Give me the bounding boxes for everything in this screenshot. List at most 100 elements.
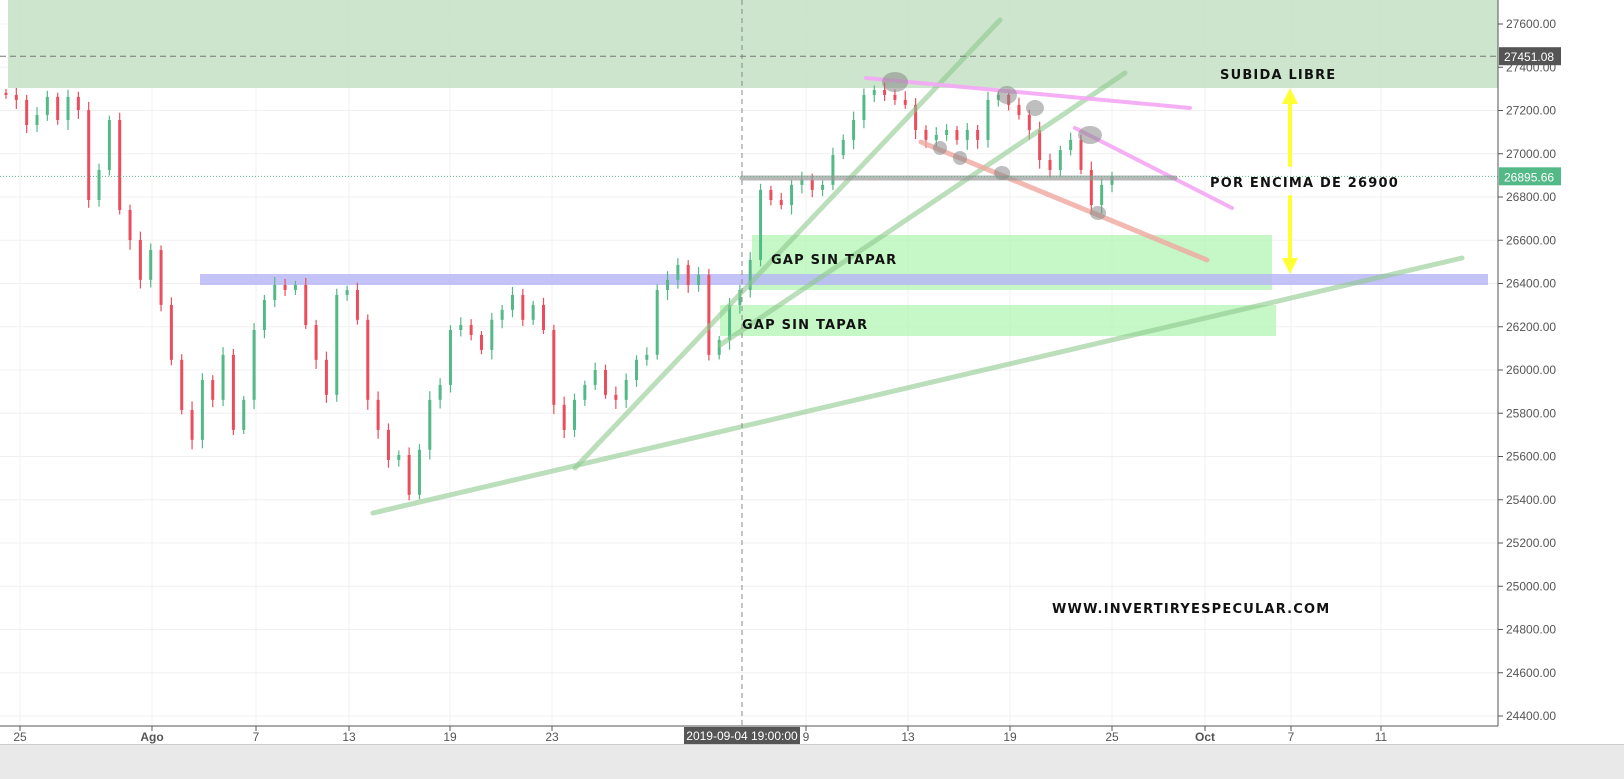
bottom-toolbar xyxy=(0,744,1624,779)
drawings xyxy=(0,0,1498,726)
candle-body xyxy=(810,179,814,190)
candle-body xyxy=(1089,169,1093,206)
candle-body xyxy=(438,384,442,400)
x-tick-label: 11 xyxy=(1375,730,1388,744)
candle-body xyxy=(1048,160,1052,170)
candle-body xyxy=(986,99,990,140)
candle-body xyxy=(252,329,256,400)
candle-body xyxy=(862,94,866,121)
candle-body xyxy=(273,285,277,300)
x-tick-label: 13 xyxy=(342,730,356,744)
candle-body xyxy=(1069,139,1073,151)
price-axis: 24400.00 24600.00 24800.00 25000.00 25200.00… xyxy=(1497,0,1561,726)
candle-body xyxy=(1079,139,1083,170)
candle-body xyxy=(231,354,235,430)
y-tick-label: 26400.00 xyxy=(1506,277,1556,291)
candle-body xyxy=(242,399,246,430)
candle-body xyxy=(614,394,618,400)
candle-body xyxy=(955,129,959,140)
candle-body xyxy=(666,279,670,290)
arrow-up-head xyxy=(1282,88,1298,104)
candle-body xyxy=(1017,104,1021,116)
candle-body xyxy=(831,155,835,185)
last-price-label: 26895.66 xyxy=(1504,170,1554,184)
candle-body xyxy=(262,299,266,330)
candle-body xyxy=(604,370,608,395)
candle-body xyxy=(934,134,938,140)
y-tick-label: 24400.00 xyxy=(1506,709,1556,723)
candle-body xyxy=(407,454,411,495)
candle-body xyxy=(593,370,597,385)
highlight-ellipse xyxy=(994,166,1010,180)
candle-body xyxy=(221,354,225,400)
candle-body xyxy=(562,404,566,430)
candle-body xyxy=(510,294,514,310)
trendline xyxy=(717,70,1128,348)
candle-body xyxy=(355,289,359,320)
candle-body xyxy=(56,96,60,121)
candle-body xyxy=(624,379,628,400)
candle-body xyxy=(717,339,721,355)
candle-body xyxy=(852,120,856,140)
time-axis: 25 Ago 7 13 19 23 9 13 19 25 Oct 7 11 2019-09-04 19:0… xyxy=(0,725,1498,744)
y-tick-label: 24600.00 xyxy=(1506,666,1556,680)
crosshair-time-label-bg xyxy=(684,727,800,744)
candle-body xyxy=(945,129,949,135)
candle-body xyxy=(180,359,184,411)
candle-body xyxy=(645,354,649,360)
resistance-zone xyxy=(8,0,1498,88)
candle-body xyxy=(759,189,763,260)
candle-body xyxy=(159,249,163,305)
highlight-ellipse xyxy=(1026,100,1044,116)
y-tick-label: 26800.00 xyxy=(1506,190,1556,204)
candle-body xyxy=(66,96,70,121)
candle-body xyxy=(324,359,328,395)
grid xyxy=(0,0,1498,726)
candle-body xyxy=(25,99,29,125)
candle-body xyxy=(386,429,390,460)
candle-body xyxy=(366,319,370,400)
support-band xyxy=(200,274,1488,285)
candle-body xyxy=(500,309,504,320)
y-tick-label: 25400.00 xyxy=(1506,493,1556,507)
highlight-ellipse xyxy=(997,86,1017,104)
x-tick-label: Ago xyxy=(140,730,163,744)
x-tick-label: 19 xyxy=(443,730,457,744)
x-tick-label: 13 xyxy=(901,730,915,744)
candle-body xyxy=(686,264,690,286)
gap-zone-2 xyxy=(720,305,1276,336)
highlight-ellipse xyxy=(1078,126,1102,144)
candle-body xyxy=(655,289,659,355)
candle-body xyxy=(345,289,349,295)
candle-body xyxy=(1038,129,1042,161)
annotation-gap-1: GAP SIN TAPAR xyxy=(771,253,897,268)
highlight-ellipse xyxy=(953,151,967,165)
candle-body xyxy=(903,99,907,105)
candle-body xyxy=(448,329,452,385)
highlight-ellipse xyxy=(933,141,947,155)
x-tick-label: Oct xyxy=(1195,730,1215,744)
candle-body xyxy=(397,454,401,460)
candle-body xyxy=(190,410,194,440)
annotation-por-encima: POR ENCIMA DE 26900 xyxy=(1210,176,1399,191)
candle-body xyxy=(459,325,463,330)
candle-body xyxy=(1110,176,1114,185)
price-chart[interactable]: 24400.00 24600.00 24800.00 25000.00 25200.00… xyxy=(0,0,1624,744)
candle-body xyxy=(790,184,794,206)
candle-body xyxy=(541,304,545,330)
candle-body xyxy=(583,384,587,400)
x-tick-label: 7 xyxy=(253,730,260,744)
candle-body xyxy=(1100,184,1104,206)
pink-resistance-line xyxy=(864,76,1192,110)
candle-body xyxy=(87,110,91,201)
x-tick-label: 23 xyxy=(545,730,559,744)
candle-body xyxy=(976,129,980,140)
pink-resistance-line xyxy=(1073,126,1234,210)
candle-body xyxy=(914,104,918,130)
candle-body xyxy=(769,189,773,201)
zones xyxy=(8,0,1498,336)
candles xyxy=(4,82,1114,501)
candle-body xyxy=(1058,150,1062,170)
candle-body xyxy=(138,240,142,280)
